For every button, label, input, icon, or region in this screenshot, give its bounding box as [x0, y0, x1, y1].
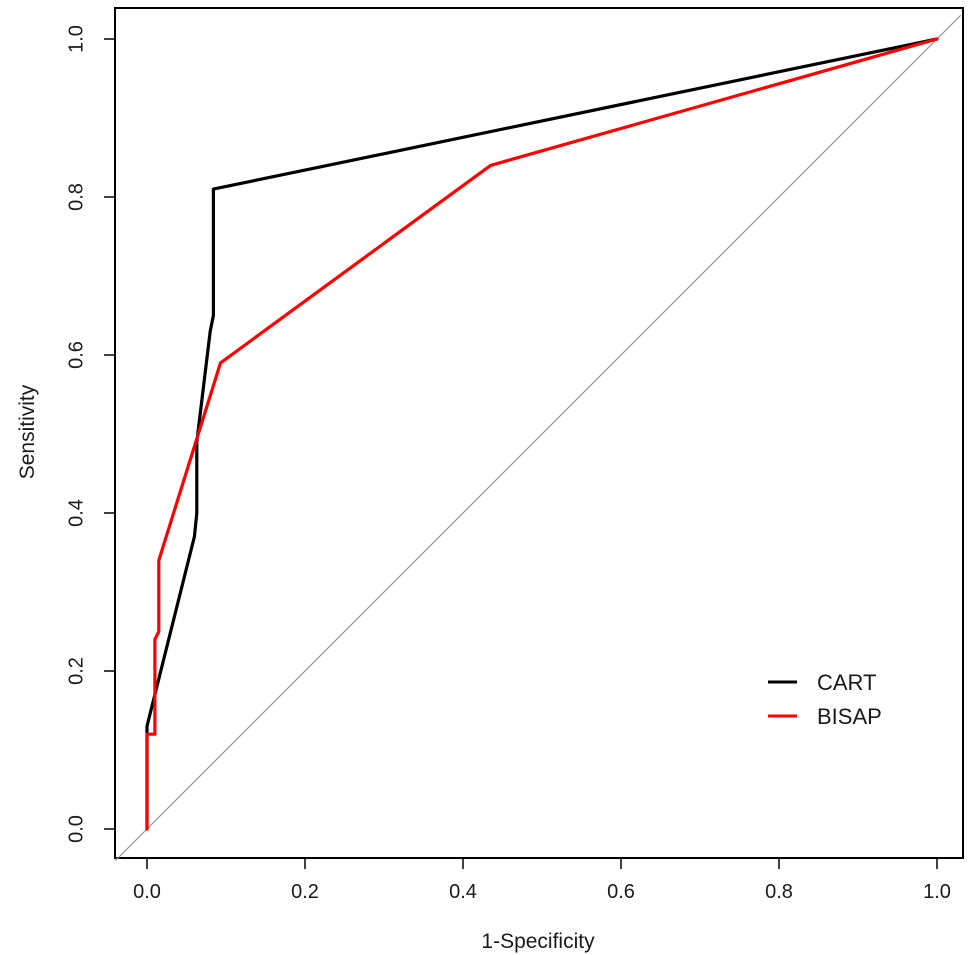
plot-box: [114, 7, 964, 859]
series-line-cart: [145, 37, 939, 831]
x-tick-label: 1.0: [923, 881, 951, 903]
y-axis-title: Sensitivity: [16, 384, 39, 479]
x-tick-label: 0.8: [765, 881, 793, 903]
x-tick-label: 0.0: [133, 881, 161, 903]
y-tick-label: 0.6: [65, 341, 87, 369]
y-tick-label: 0.4: [65, 499, 87, 527]
x-tick-label: 0.2: [291, 881, 319, 903]
legend: CART BISAP: [768, 670, 882, 729]
reference-diagonal: [114, 14, 962, 862]
y-tick-label: 0.8: [65, 183, 87, 211]
x-axis-title: 1-Specificity: [481, 930, 595, 953]
legend-label-cart: CART: [817, 670, 877, 695]
y-tick-label: 0.2: [65, 657, 87, 685]
x-tick-label: 0.4: [449, 881, 477, 903]
y-tick-label: 1.0: [65, 25, 87, 53]
x-tick-label: 0.6: [607, 881, 635, 903]
y-tick-label: 0.0: [65, 815, 87, 843]
series-line-bisap: [145, 37, 939, 831]
legend-label-bisap: BISAP: [817, 704, 882, 729]
